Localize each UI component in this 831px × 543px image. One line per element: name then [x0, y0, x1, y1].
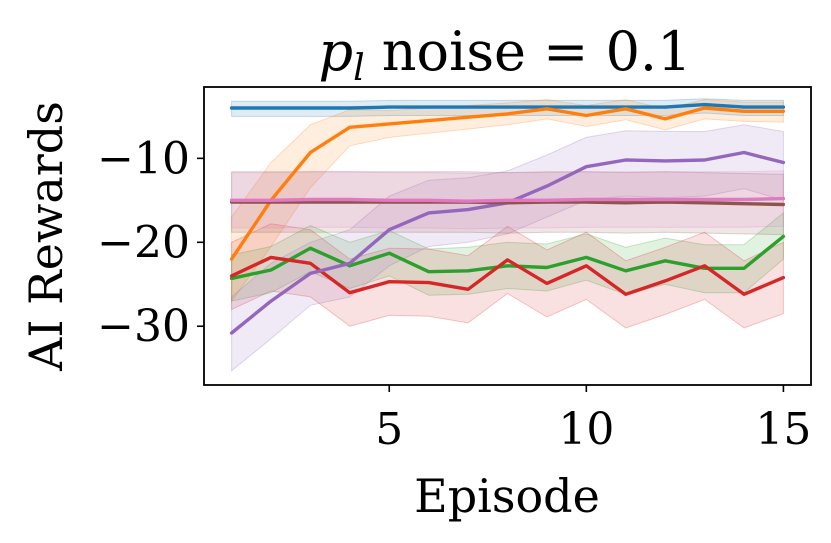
- x-tick-label: 10: [558, 404, 614, 455]
- x-axis-label: Episode: [414, 469, 600, 523]
- chart-title-subscript: l: [353, 48, 365, 89]
- x-tick-label: 15: [755, 404, 811, 455]
- series-line-6: [229, 200, 786, 207]
- series-line-2: [229, 106, 786, 261]
- plot-frame: [203, 86, 812, 386]
- y-axis-ticks: −10 −20 −30: [97, 133, 204, 352]
- series-line-1: [229, 102, 786, 110]
- series-lines: [229, 102, 786, 335]
- chart-title-prefix: p: [319, 20, 354, 83]
- series-band-3: [231, 211, 784, 302]
- y-tick-label: −20: [97, 217, 190, 268]
- series-line-7: [229, 196, 786, 203]
- y-tick-label: −30: [97, 301, 190, 352]
- series-band-4: [231, 223, 784, 329]
- series-line-4: [229, 255, 786, 296]
- x-axis-ticks: 5 10 15: [375, 385, 811, 455]
- chart-title-suffix: noise = 0.1: [365, 20, 692, 83]
- series-line-3: [229, 234, 786, 281]
- confidence-bands: [231, 98, 784, 372]
- x-tick-label: 5: [375, 404, 403, 455]
- y-tick-label: −10: [97, 133, 190, 184]
- chart-title: pl noise = 0.1: [319, 20, 692, 89]
- y-axis-label: AI Rewards: [19, 101, 73, 372]
